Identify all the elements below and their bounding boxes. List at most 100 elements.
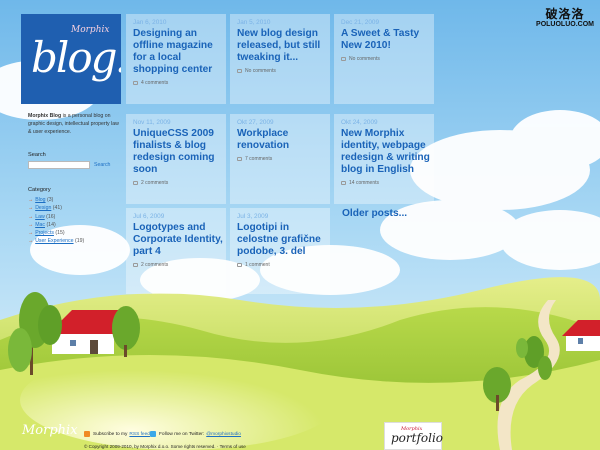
footer-logo[interactable]: Morphix — [22, 423, 78, 438]
comment-icon — [133, 263, 138, 268]
comment-icon — [237, 263, 242, 268]
comment-icon — [341, 181, 346, 186]
category-count: (15) — [55, 229, 65, 236]
post-tile[interactable]: Okt 27, 2009 Workplace renovation 7 comm… — [230, 114, 330, 204]
twitter-link[interactable]: @morphixstudio — [206, 431, 241, 437]
post-title-link[interactable]: Logotipi in celostne grafične podobe, 3.… — [237, 222, 321, 258]
arrow-icon: → — [28, 221, 34, 228]
watermark: 破洛洛 POLUOLUO.COM — [536, 7, 594, 29]
post-date: Jul 3, 2009 — [237, 213, 269, 220]
category-item: → Blog (3) — [28, 196, 120, 204]
portfolio-badge[interactable]: Morphix portfolio — [384, 422, 444, 450]
post-date: Okt 27, 2009 — [237, 119, 274, 126]
logo-brand: Morphix — [71, 25, 110, 35]
category-item: → User Experience (19) — [28, 237, 120, 245]
category-link-user-experience[interactable]: User Experience — [35, 237, 74, 244]
post-comments[interactable]: 1 comment — [237, 262, 330, 268]
comment-count: 2 comments — [141, 180, 169, 187]
comment-icon — [341, 57, 346, 62]
post-title-link[interactable]: New Morphix identity, webpage redesign &… — [341, 128, 430, 176]
post-date: Jan 5, 2010 — [237, 19, 271, 26]
blog-logo[interactable]: Morphix blog! — [21, 14, 121, 104]
category-link-design[interactable]: Design — [35, 205, 52, 212]
post-date: Okt 24, 2009 — [341, 119, 378, 126]
category-item: → Law (16) — [28, 213, 120, 221]
post-tile[interactable]: Jul 3, 2009 Logotipi in celostne grafičn… — [230, 208, 330, 294]
post-title-link[interactable]: Logotypes and Corporate Identity, part 4 — [133, 222, 223, 258]
portfolio-word: portfolio — [391, 431, 444, 445]
subscribe-text: Subscribe to my — [93, 431, 128, 437]
logo-word: blog! — [31, 33, 121, 82]
right-house — [562, 320, 600, 351]
post-comments[interactable]: No comments — [237, 68, 330, 74]
post-title-link[interactable]: New blog design released, but still twea… — [237, 28, 321, 64]
post-date: Jan 6, 2010 — [133, 19, 167, 26]
left-house — [48, 310, 124, 354]
category-link-blog[interactable]: Blog — [35, 197, 46, 204]
comment-icon — [133, 81, 138, 86]
trees — [8, 292, 552, 411]
search-heading: Search — [28, 152, 46, 159]
post-comments[interactable]: 4 comments — [133, 80, 226, 86]
post-comments[interactable]: 2 comments — [133, 180, 226, 186]
subscribe-rss: Subscribe to my RSS feed — [84, 431, 150, 437]
category-list: → Blog (3) → Design (41) → Law (16) → Mac (1… — [28, 196, 120, 244]
about-name: Morphix Blog — [28, 113, 62, 119]
comment-count: 1 comment — [245, 262, 270, 269]
arrow-icon: → — [28, 213, 34, 220]
comment-count: 4 comments — [141, 80, 169, 87]
search-form: Search — [28, 161, 120, 170]
comment-icon — [133, 181, 138, 186]
rss-icon — [84, 431, 90, 437]
post-tile[interactable]: Jul 6, 2009 Logotypes and Corporate Iden… — [126, 208, 226, 294]
arrow-icon: → — [28, 237, 34, 244]
rss-feed-link[interactable]: RSS feed — [129, 431, 150, 437]
comment-count: No comments — [349, 56, 380, 63]
post-tile[interactable]: Dec 21, 2009 A Sweet & Tasty New 2010! N… — [334, 14, 434, 104]
comment-icon — [237, 157, 242, 162]
category-link-projects[interactable]: Projects — [35, 229, 54, 236]
about-text: Morphix Blog is a personal blog on graph… — [28, 113, 120, 136]
post-title-link[interactable]: A Sweet & Tasty New 2010! — [341, 28, 420, 52]
copyright-text: © Copyright 2009-2010, by Morphix d.o.o.… — [84, 444, 246, 449]
post-date: Dec 21, 2009 — [341, 19, 380, 26]
category-heading: Category — [28, 187, 51, 194]
watermark-chinese: 破洛洛 — [545, 7, 585, 21]
post-title-link[interactable]: UniqueCSS 2009 finalists & blog redesign… — [133, 128, 215, 176]
post-title-link[interactable]: Designing an offline magazine for a loca… — [133, 28, 213, 76]
arrow-icon: → — [28, 205, 34, 212]
comment-icon — [237, 69, 242, 74]
comment-count: No comments — [245, 68, 276, 75]
older-posts-link[interactable]: Older posts... — [342, 208, 408, 219]
comment-count: 7 comments — [245, 156, 273, 163]
category-link-mac[interactable]: Mac — [35, 221, 45, 228]
footer: Morphix Subscribe to my RSS feed Follow … — [0, 420, 600, 450]
category-link-law[interactable]: Law — [35, 213, 45, 220]
comment-count: 14 comments — [349, 180, 380, 187]
category-item: → Mac (14) — [28, 221, 120, 229]
follow-twitter: Follow me on Twitter: @morphixstudio — [150, 431, 241, 437]
comment-count: 2 comments — [141, 262, 169, 269]
post-comments[interactable]: 14 comments — [341, 180, 434, 186]
twitter-icon — [150, 431, 156, 437]
sidebar: Morphix Blog is a personal blog on graph… — [28, 113, 120, 245]
category-count: (16) — [46, 213, 56, 220]
search-button[interactable]: Search — [94, 162, 111, 169]
post-comments[interactable]: 7 comments — [237, 156, 330, 162]
follow-text: Follow me on Twitter: — [159, 431, 205, 437]
post-comments[interactable]: 2 comments — [133, 262, 226, 268]
search-input[interactable] — [28, 161, 90, 170]
watermark-url: POLUOLUO.COM — [536, 21, 594, 29]
arrow-icon: → — [28, 197, 34, 204]
post-title-link[interactable]: Workplace renovation — [237, 128, 290, 152]
post-tile[interactable]: Jan 5, 2010 New blog design released, bu… — [230, 14, 330, 104]
category-item: → Design (41) — [28, 204, 120, 212]
arrow-icon: → — [28, 229, 34, 236]
post-tile[interactable]: Okt 24, 2009 New Morphix identity, webpa… — [334, 114, 434, 204]
post-comments[interactable]: No comments — [341, 56, 434, 62]
clouds — [0, 60, 600, 302]
post-tile[interactable]: Jan 6, 2010 Designing an offline magazin… — [126, 14, 226, 104]
post-tile[interactable]: Nov 11, 2009 UniqueCSS 2009 finalists & … — [126, 114, 226, 204]
